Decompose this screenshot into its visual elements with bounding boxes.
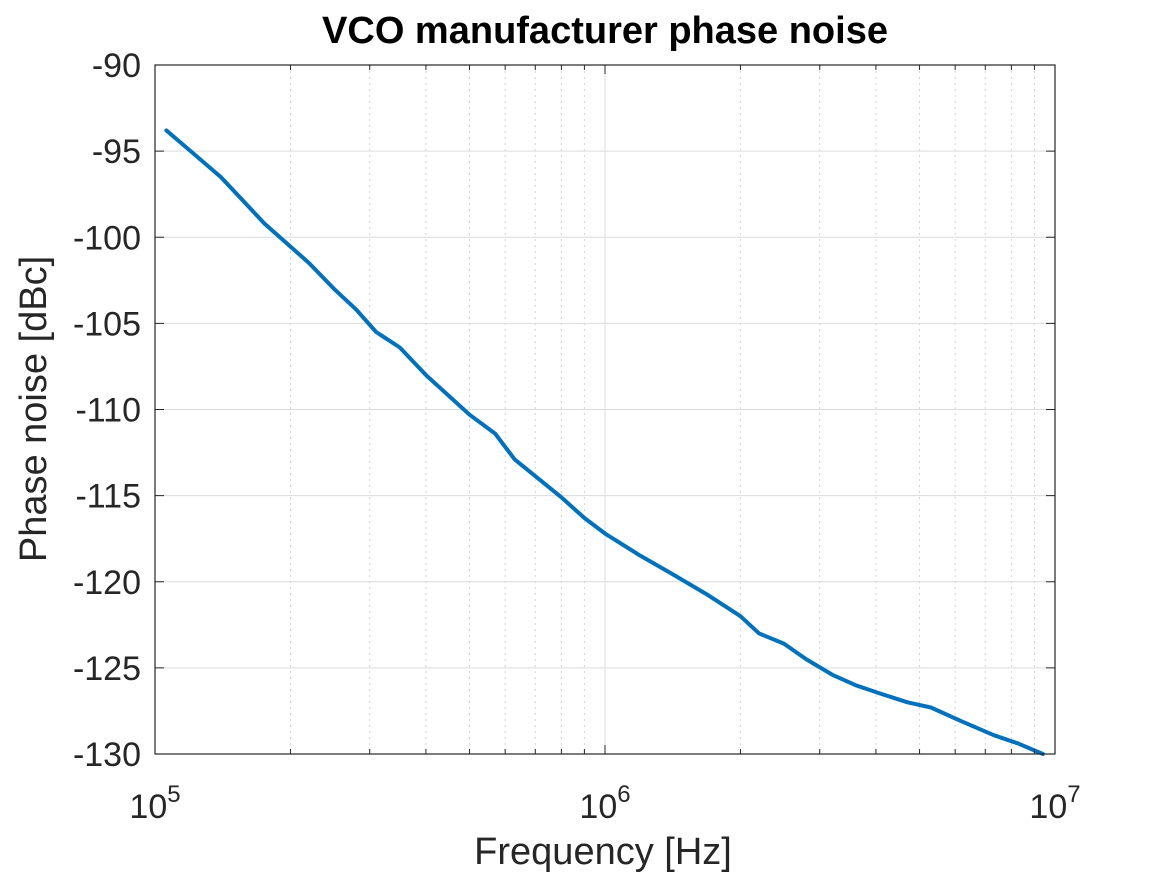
- x-tick-label: 106: [579, 781, 630, 826]
- chart-title: VCO manufacturer phase noise: [322, 10, 888, 52]
- x-tick-exponent: 6: [617, 781, 630, 808]
- y-tick-label: -110: [75, 392, 141, 430]
- y-tick-label: -115: [75, 478, 141, 516]
- series-line-0: [164, 128, 1045, 756]
- y-tick-label: -90: [92, 47, 141, 85]
- x-axis-label: Frequency [Hz]: [474, 831, 732, 873]
- y-tick-label: -120: [73, 564, 141, 602]
- x-tick-label: 105: [129, 781, 180, 826]
- y-tick-label: -125: [73, 650, 141, 688]
- y-tick-label: -100: [73, 219, 141, 257]
- y-axis-label: Phase noise [dBc]: [13, 256, 55, 562]
- y-tick-label: -105: [73, 305, 141, 343]
- y-tick-label: -95: [92, 133, 141, 171]
- x-tick-exponent: 7: [1067, 781, 1080, 808]
- x-tick-base: 10: [129, 788, 167, 826]
- y-tick-label: -130: [73, 736, 141, 774]
- series-layer: [164, 128, 1045, 756]
- x-tick-base: 10: [579, 788, 617, 826]
- x-tick-label: 107: [1029, 781, 1080, 826]
- x-tick-base: 10: [1029, 788, 1067, 826]
- x-tick-exponent: 5: [167, 781, 180, 808]
